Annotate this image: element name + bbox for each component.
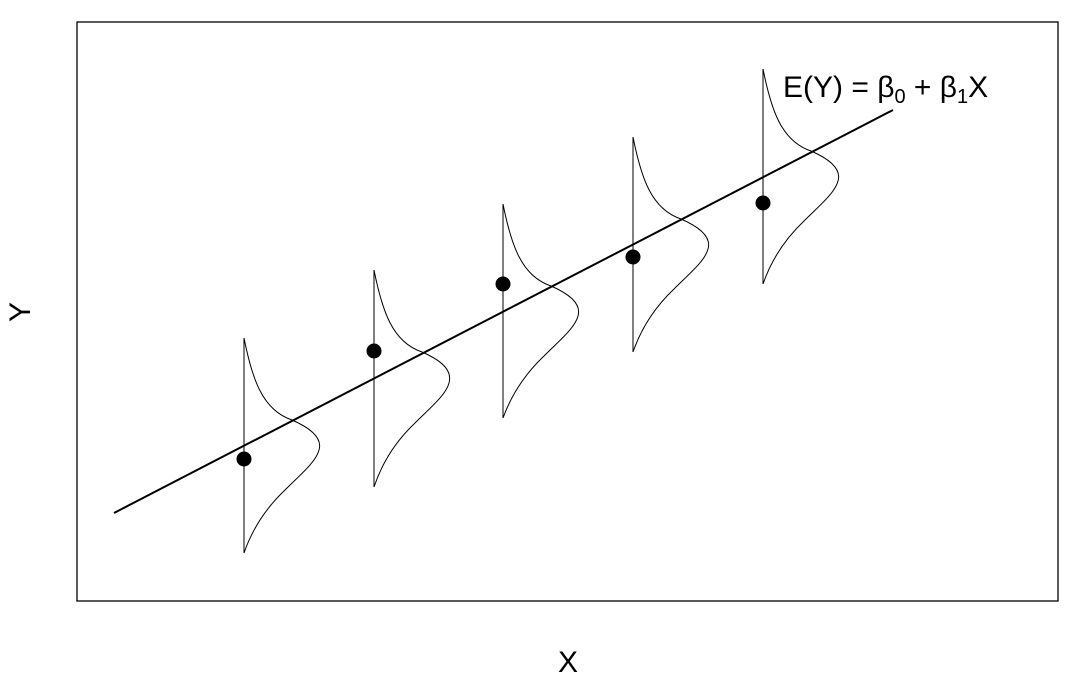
distribution-curve-4 [633, 137, 709, 352]
regression-equation: E(Y) = β0 + β1X [783, 71, 988, 108]
y-axis-label: Y [4, 302, 37, 322]
data-point-2 [367, 344, 382, 359]
x-axis-label: X [558, 646, 578, 679]
plot-frame [77, 22, 1058, 601]
data-point-5 [756, 196, 771, 211]
data-point-1 [237, 452, 252, 467]
distribution-curves [244, 69, 839, 553]
data-point-4 [626, 250, 641, 265]
distribution-curve-2 [374, 270, 450, 487]
distribution-curve-3 [503, 204, 579, 418]
distribution-curve-1 [244, 338, 320, 553]
data-point-3 [496, 277, 511, 292]
